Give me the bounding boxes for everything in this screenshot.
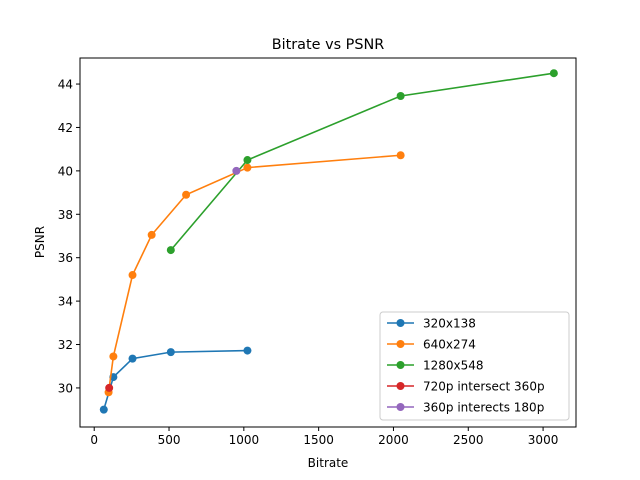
x-tick-label: 3000 <box>528 433 559 447</box>
legend: 320x138 640x274 1280x548 720p intersect 360… <box>379 311 570 421</box>
data-point <box>166 246 175 255</box>
legend-item-720p-intersect-360p: 720p intersect 360p <box>387 380 545 394</box>
data-point <box>128 354 137 363</box>
legend-label: 640x274 <box>423 338 476 352</box>
chart-title: Bitrate vs PSNR <box>272 37 384 53</box>
x-tick-label: 2000 <box>378 433 409 447</box>
legend-item-640x274: 640x274 <box>387 338 476 352</box>
legend-box <box>379 311 570 421</box>
data-point <box>243 163 252 172</box>
data-point <box>128 271 137 280</box>
data-point <box>105 383 114 392</box>
legend-label: 1280x548 <box>423 359 484 373</box>
data-point <box>549 69 558 78</box>
data-point <box>396 151 405 160</box>
data-point <box>109 352 118 361</box>
legend-label: 720p intersect 360p <box>423 380 545 394</box>
legend-marker <box>396 361 405 369</box>
y-tick-label: 38 <box>58 208 73 222</box>
axes-frame <box>79 57 577 428</box>
x-tick-label: 0 <box>90 433 98 447</box>
legend-marker <box>396 319 405 327</box>
x-tick-label: 2500 <box>453 433 484 447</box>
y-tick-label: 40 <box>58 164 73 178</box>
series-360p-interects-180p <box>232 166 241 175</box>
data-point <box>182 190 191 199</box>
y-tick-label: 30 <box>58 381 73 395</box>
plot-area: 0 500 1000 1500 2000 2500 3000 30 32 34 36 38 40 42 44 <box>58 57 577 447</box>
data-point <box>166 348 175 357</box>
x-axis-title: Bitrate <box>308 456 349 470</box>
legend-marker <box>396 382 405 390</box>
data-point <box>243 156 252 165</box>
legend-label: 320x138 <box>423 317 476 331</box>
y-tick-label: 42 <box>58 121 73 135</box>
data-point <box>99 405 108 414</box>
data-point <box>147 230 156 239</box>
y-axis-title: PSNR <box>33 226 47 258</box>
data-point <box>396 91 405 100</box>
legend-item-320x138: 320x138 <box>387 317 476 331</box>
series-640x274 <box>104 151 405 397</box>
legend-marker <box>396 403 405 411</box>
x-tick-label: 1000 <box>229 433 260 447</box>
x-tick-label: 1500 <box>303 433 334 447</box>
y-tick-label: 36 <box>58 251 73 265</box>
data-point <box>243 346 252 355</box>
y-tick-label: 44 <box>58 78 73 92</box>
legend-label: 360p interects 180p <box>423 401 544 415</box>
legend-item-360p-interects-180p: 360p interects 180p <box>387 401 544 415</box>
x-tick-label: 500 <box>158 433 181 447</box>
y-tick-label: 32 <box>58 338 73 352</box>
legend-marker <box>396 340 405 348</box>
y-tick-label: 34 <box>58 295 73 309</box>
series-line <box>170 72 554 251</box>
series-720p-intersect-360p <box>105 383 114 392</box>
data-point <box>232 166 241 175</box>
series-1280x548 <box>166 69 558 255</box>
legend-item-1280x548: 1280x548 <box>387 359 484 373</box>
